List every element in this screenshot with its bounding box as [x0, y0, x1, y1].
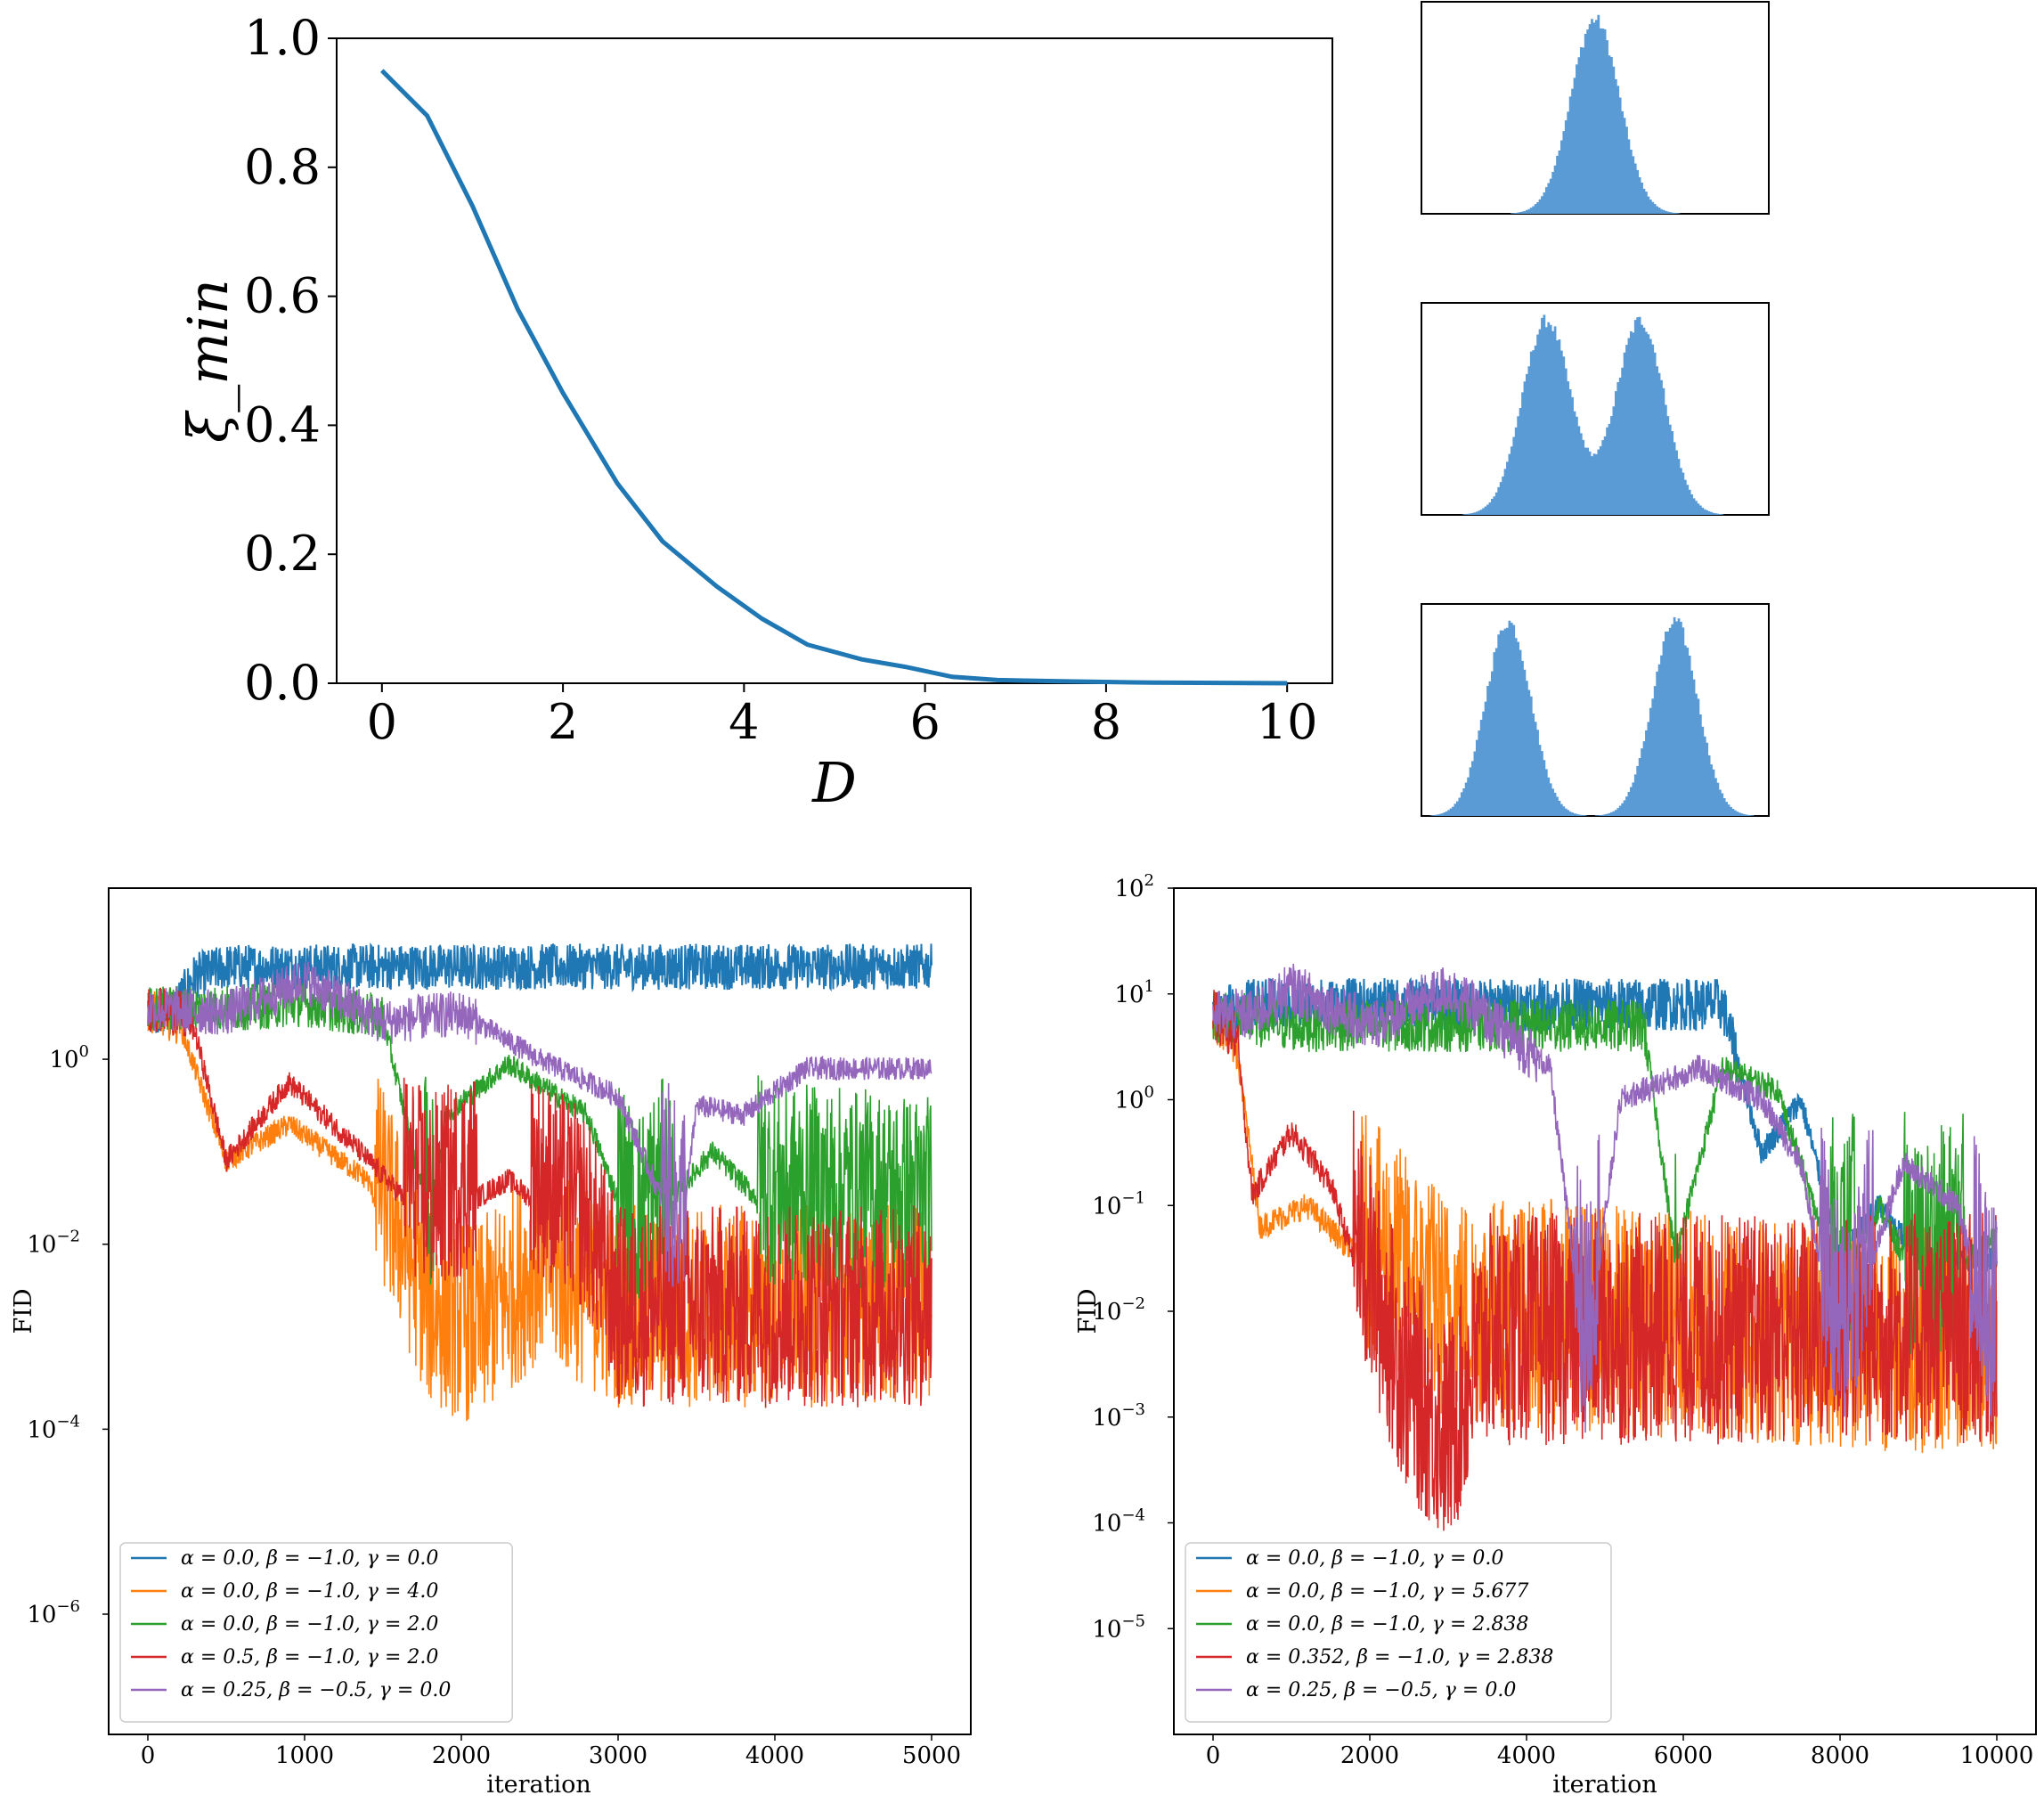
y-tick-label: 10−1	[1092, 1188, 1145, 1220]
series-line	[147, 961, 932, 1287]
series-line	[1212, 963, 1998, 1433]
xi-min-series-line	[380, 69, 1288, 686]
legend-label: α = 0.0, β = −1.0, γ = 5.677	[1246, 1580, 1528, 1603]
legend-label: α = 0.352, β = −1.0, γ = 2.838	[1246, 1646, 1553, 1668]
x-tick-label: 0	[1206, 1742, 1221, 1769]
y-tick-label: 100	[49, 1042, 89, 1073]
y-tick-label: 10−3	[1092, 1400, 1145, 1432]
series-group	[147, 942, 932, 1422]
legend-box	[1185, 1542, 1612, 1723]
plot-frame	[108, 887, 972, 1735]
histogram-bimodal-far	[1421, 603, 1770, 817]
legend: α = 0.0, β = −1.0, γ = 0.0 α = 0.0, β = −…	[1185, 1542, 1612, 1723]
y-tick-label: 0.0	[244, 655, 321, 711]
x-tick-label: 10000	[1960, 1742, 2034, 1769]
legend-label: α = 0.25, β = −0.5, γ = 0.0	[1246, 1679, 1516, 1701]
legend: α = 0.0, β = −1.0, γ = 0.0 α = 0.0, β = −…	[119, 1542, 513, 1723]
y-tick-label: 10−5	[1092, 1611, 1145, 1643]
x-tick-label: 1000	[275, 1742, 334, 1769]
y-tick-label: 100	[1114, 1083, 1154, 1114]
axis-ticks: 0 2 4 6 8 10 0.0 0.2 0.4 0.6 0.8 1.0	[244, 10, 1317, 750]
legend-label: α = 0.5, β = −1.0, γ = 2.0	[181, 1646, 438, 1668]
x-tick-label: 10	[1257, 694, 1318, 750]
x-tick-label: 2	[548, 694, 578, 750]
x-axis-label: iteration	[486, 1771, 591, 1799]
x-tick-label: 4000	[745, 1742, 804, 1769]
x-tick-label: 0	[367, 694, 397, 750]
y-tick-label: 101	[1114, 977, 1154, 1008]
axis-ticks: 0 2000 4000 6000 8000 10000 10−5 10−4 10−3 10−2 10…	[1092, 871, 2033, 1769]
legend-label: α = 0.0, β = −1.0, γ = 2.838	[1246, 1613, 1528, 1636]
x-tick-label: 2000	[432, 1742, 491, 1769]
y-tick-label: 10−2	[1092, 1294, 1145, 1326]
histogram-bars	[1462, 314, 1724, 515]
y-axis-label: ξ_min	[175, 279, 240, 443]
x-tick-label: 8	[1091, 694, 1121, 750]
y-tick-label: 102	[1114, 871, 1154, 902]
x-tick-label: 6000	[1654, 1742, 1713, 1769]
legend-label: α = 0.0, β = −1.0, γ = 0.0	[1246, 1547, 1503, 1570]
x-tick-label: 2000	[1340, 1742, 1399, 1769]
series-line	[147, 982, 932, 1306]
histogram-bars	[1429, 616, 1755, 816]
legend-box	[119, 1542, 513, 1723]
x-tick-label: 4000	[1497, 1742, 1556, 1769]
x-tick-label: 0	[141, 1742, 156, 1769]
y-tick-label: 10−4	[27, 1412, 80, 1443]
histogram-unimodal	[1421, 1, 1770, 215]
y-tick-label: 0.2	[244, 526, 321, 582]
x-tick-label: 5000	[902, 1742, 961, 1769]
y-tick-label: 1.0	[244, 10, 321, 66]
series-line	[147, 987, 932, 1408]
series-group	[1212, 963, 1998, 1531]
y-tick-label: 10−2	[27, 1228, 80, 1259]
y-axis-label: FID	[10, 1288, 37, 1334]
legend-label: α = 0.0, β = −1.0, γ = 2.0	[181, 1613, 438, 1636]
y-tick-label: 0.4	[244, 396, 321, 453]
x-tick-label: 4	[729, 694, 759, 750]
histogram-bimodal-close	[1421, 302, 1770, 516]
y-axis-label: FID	[1074, 1288, 1102, 1334]
y-tick-label: 10−6	[27, 1597, 80, 1628]
legend-label: α = 0.25, β = −0.5, γ = 0.0	[181, 1679, 451, 1701]
x-axis-label: D	[811, 750, 857, 815]
x-tick-label: 6	[909, 694, 940, 750]
xi-min-line-chart: 0 2 4 6 8 10 0.0 0.2 0.4 0.6 0.8 1.0 D ξ_min	[175, 10, 1333, 815]
y-tick-label: 0.8	[244, 139, 321, 195]
legend-label: α = 0.0, β = −1.0, γ = 4.0	[181, 1580, 438, 1603]
fid-left-chart: 0 1000 2000 3000 4000 5000 10−6 10−4 10−2 100 ite…	[10, 887, 972, 1799]
y-tick-label: 10−4	[1092, 1506, 1145, 1538]
axis-ticks: 0 1000 2000 3000 4000 5000 10−6 10−4 10−2 100	[27, 1042, 961, 1769]
x-tick-label: 3000	[589, 1742, 647, 1769]
y-tick-label: 0.6	[244, 268, 321, 324]
x-axis-label: iteration	[1552, 1771, 1657, 1799]
histogram-bars	[1510, 14, 1681, 214]
plot-frame	[336, 37, 1333, 684]
x-tick-label: 8000	[1811, 1742, 1869, 1769]
fid-right-chart: 0 2000 4000 6000 8000 10000 10−5 10−4 10−3 10−2 10…	[1074, 871, 2037, 1799]
legend-label: α = 0.0, β = −1.0, γ = 0.0	[181, 1547, 438, 1570]
